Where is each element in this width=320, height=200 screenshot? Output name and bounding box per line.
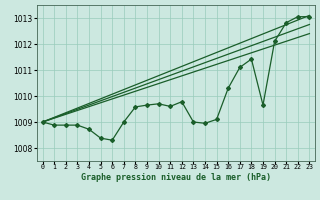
X-axis label: Graphe pression niveau de la mer (hPa): Graphe pression niveau de la mer (hPa)	[81, 173, 271, 182]
